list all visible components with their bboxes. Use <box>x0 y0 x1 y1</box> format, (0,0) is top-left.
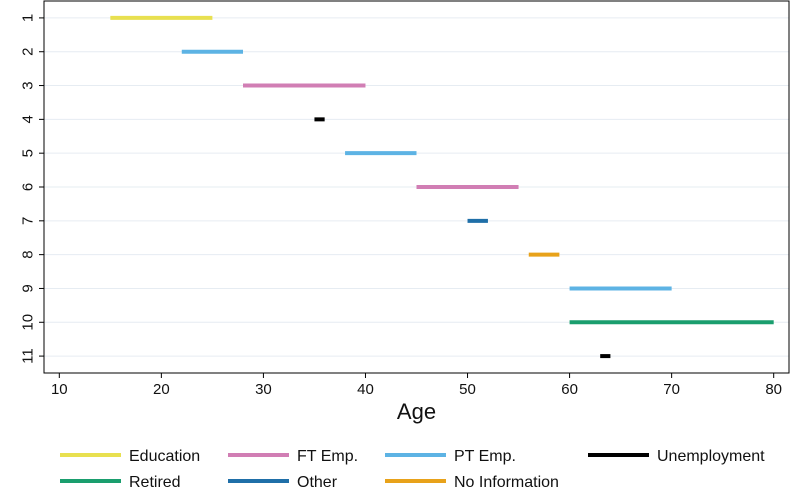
y-tick-label: 11 <box>20 348 37 364</box>
x-axis-title: Age <box>397 399 436 424</box>
y-tick-label: 8 <box>20 250 37 258</box>
y-tick-label: 7 <box>20 217 37 225</box>
x-tick-label: 70 <box>663 381 680 398</box>
legend-label-unemp: Unemployment <box>657 448 765 465</box>
y-tick-label: 4 <box>20 115 37 123</box>
y-tick-label: 2 <box>20 48 37 56</box>
legend-label-other: Other <box>297 474 338 489</box>
legend: Education FT Emp. PT Emp. Unemployment Retir… <box>60 448 765 489</box>
axes: 1 2 3 4 5 6 7 8 9 10 11 10 20 30 40 50 60 70 80 <box>20 14 783 398</box>
legend-label-ft: FT Emp. <box>297 448 358 465</box>
x-tick-label: 10 <box>51 381 68 398</box>
segments <box>110 15 774 359</box>
legend-label-retired: Retired <box>129 474 181 489</box>
y-tick-label: 9 <box>20 284 37 292</box>
x-tick-label: 50 <box>459 381 476 398</box>
y-tick-label: 10 <box>20 314 37 331</box>
y-tick-label: 1 <box>20 14 37 22</box>
x-tick-label: 20 <box>153 381 170 398</box>
x-tick-label: 80 <box>765 381 782 398</box>
legend-label-pt: PT Emp. <box>454 448 516 465</box>
legend-label-noinfo: No Information <box>454 474 559 489</box>
x-tick-label: 30 <box>255 381 272 398</box>
legend-label-education: Education <box>129 448 200 465</box>
x-tick-label: 60 <box>561 381 578 398</box>
y-tick-label: 3 <box>20 81 37 89</box>
y-tick-label: 5 <box>20 149 37 157</box>
y-tick-label: 6 <box>20 183 37 191</box>
x-tick-label: 40 <box>357 381 374 398</box>
